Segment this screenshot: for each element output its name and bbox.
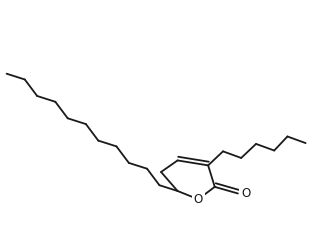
- Text: O: O: [194, 193, 203, 206]
- Text: O: O: [241, 187, 251, 200]
